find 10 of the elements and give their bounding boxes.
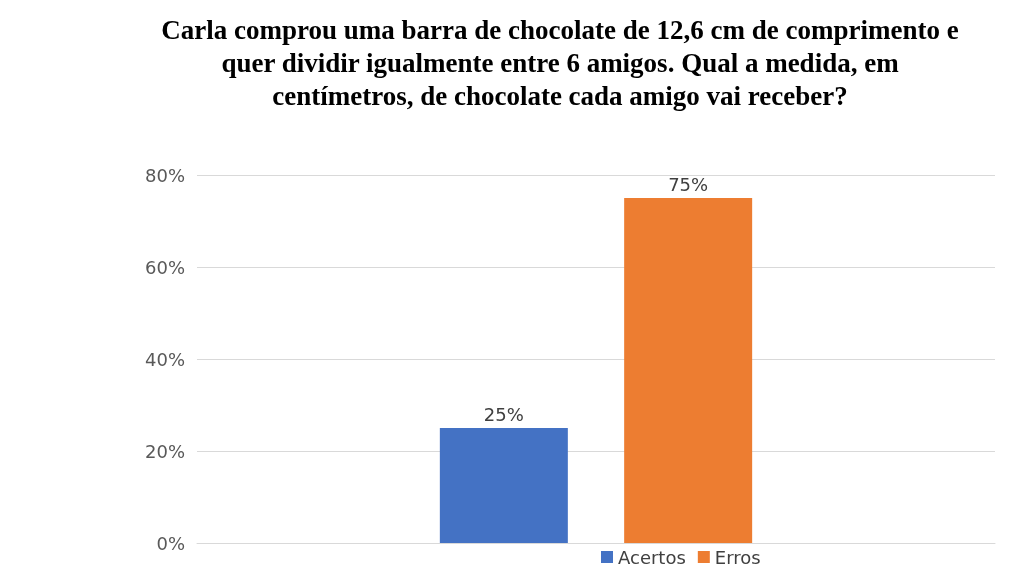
y-tick-label: 80% xyxy=(144,164,185,186)
legend-label: Acertos xyxy=(618,546,686,568)
y-tick-label: 60% xyxy=(144,256,185,278)
y-tick-label: 0% xyxy=(156,532,185,554)
legend-label: Erros xyxy=(714,546,761,568)
y-tick-label: 20% xyxy=(144,440,185,462)
data-label: 75% xyxy=(668,173,709,195)
chart-title: Carla comprou uma barra de chocolate de 12,6 cm de comprimento e quer dividir igualmente entre 6 amigos. Qual a medida, em centímetros, de chocolate cada amigo vai receber? xyxy=(161,14,959,111)
data-label: 25% xyxy=(483,403,524,425)
y-tick-label: 40% xyxy=(144,348,185,370)
